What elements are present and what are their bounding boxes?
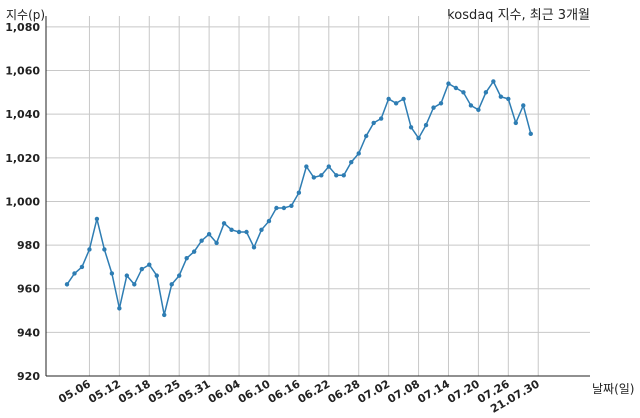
data-point (169, 282, 174, 287)
data-point (349, 159, 354, 165)
data-point (259, 227, 264, 233)
data-point (326, 164, 331, 169)
data-point (304, 164, 309, 169)
data-point (177, 273, 182, 278)
data-point (416, 135, 421, 141)
data-point (236, 229, 242, 235)
y-tick-label: 1,000 (5, 195, 40, 208)
data-point (386, 96, 391, 102)
data-point (281, 205, 287, 211)
data-point (94, 216, 100, 222)
data-point (476, 107, 481, 113)
chart-title: kosdaq 지수, 최근 3개월 (447, 8, 590, 23)
x-tick-label: 07.02 (356, 377, 393, 406)
data-point (79, 264, 85, 270)
data-point (378, 116, 384, 121)
data-point (117, 306, 122, 311)
x-tick-label: 06.28 (326, 377, 363, 406)
data-point (364, 133, 369, 139)
data-point (191, 249, 197, 254)
data-point (64, 282, 70, 287)
y-tick-label: 980 (17, 239, 40, 252)
data-point (184, 255, 189, 261)
y-tick-label: 940 (17, 326, 40, 339)
data-point (162, 312, 167, 318)
y-tick-label: 1,060 (5, 65, 40, 78)
data-point (274, 205, 279, 211)
x-tick-label: 05.25 (146, 377, 183, 406)
data-point (393, 101, 399, 106)
data-point (401, 96, 406, 102)
x-tick-label: 07.14 (415, 377, 452, 406)
data-point (356, 151, 361, 156)
data-point (214, 240, 219, 246)
data-point (453, 85, 459, 91)
data-point (154, 273, 159, 278)
x-tick-label: 06.16 (266, 377, 303, 406)
data-point (468, 103, 474, 108)
x-tick-label: 06.10 (236, 377, 273, 406)
data-point (147, 262, 152, 267)
data-point (438, 101, 444, 106)
x-tick-label: 07.08 (385, 377, 422, 406)
data-point (221, 221, 227, 226)
data-point (251, 245, 257, 250)
data-point (334, 173, 339, 178)
data-point (102, 247, 107, 252)
data-point (132, 282, 137, 287)
data-point (229, 227, 234, 233)
x-tick-label: 05.06 (56, 377, 93, 406)
data-point (266, 218, 272, 224)
data-point (109, 271, 115, 276)
x-tick-label: 05.31 (176, 377, 213, 406)
x-tick-label: 06.22 (296, 377, 333, 406)
data-point (461, 90, 466, 95)
x-tick-label: 07.20 (445, 377, 482, 406)
data-point (311, 175, 317, 180)
data-point (124, 273, 130, 278)
data-point (521, 103, 526, 108)
data-point (408, 125, 414, 130)
data-point (491, 79, 496, 84)
data-point (371, 120, 376, 126)
data-point (446, 81, 451, 86)
data-point (87, 247, 92, 252)
data-point (319, 173, 324, 178)
data-point (199, 238, 204, 243)
data-point (289, 203, 294, 209)
data-point (498, 94, 504, 99)
x-axis-label: 날짜(일) (592, 382, 635, 396)
y-tick-label: 1,040 (5, 108, 40, 121)
data-point (513, 120, 518, 126)
data-point (431, 105, 436, 110)
data-point (139, 266, 144, 272)
data-point (483, 90, 489, 95)
data-point (206, 231, 212, 237)
y-tick-label: 960 (17, 283, 40, 296)
data-point (506, 96, 511, 102)
data-point (341, 173, 346, 178)
y-tick-label: 1,080 (5, 21, 40, 34)
y-tick-label: 920 (17, 370, 40, 383)
data-point (423, 122, 429, 128)
data-point (72, 271, 77, 276)
data-point (244, 229, 249, 235)
y-axis-label: 지수(p) (6, 8, 46, 22)
x-tick-label: 05.12 (86, 377, 123, 406)
x-tick-label: 06.04 (206, 377, 243, 406)
x-tick-label: 05.18 (116, 377, 153, 406)
y-tick-label: 1,020 (5, 152, 40, 165)
data-point (528, 131, 533, 137)
data-point (296, 190, 302, 195)
